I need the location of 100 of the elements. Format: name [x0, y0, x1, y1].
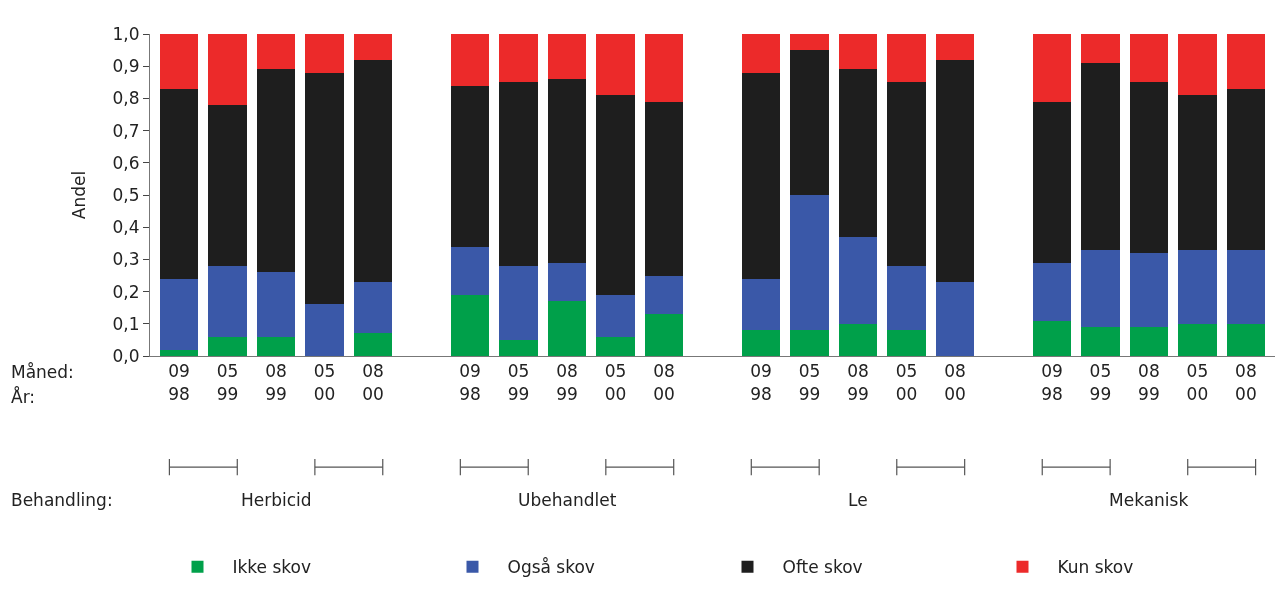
bar [208, 336, 247, 356]
bar [305, 72, 344, 305]
bar [256, 69, 296, 273]
x-tick-label: 09 98 [168, 361, 190, 404]
x-tick-label: 05 00 [1186, 361, 1209, 404]
bar [790, 50, 829, 195]
bar [499, 82, 538, 266]
bar [547, 301, 587, 356]
bar [208, 265, 247, 337]
bar [644, 314, 684, 356]
x-tick-label: 08 00 [362, 361, 384, 404]
bar [741, 72, 781, 279]
bar [741, 278, 781, 331]
y-tick-label: 0,8 [112, 88, 140, 109]
text: Måned: [11, 362, 74, 382]
bar [499, 339, 538, 356]
bar [1032, 34, 1072, 102]
bar [1226, 88, 1266, 250]
y-tick-label: 0,1 [112, 313, 140, 334]
text: Le [848, 490, 868, 510]
text: Herbicid [241, 490, 312, 510]
y-tick-label: 0,4 [112, 217, 140, 238]
bar [1081, 34, 1120, 63]
bar [1081, 327, 1120, 356]
y-tick-label: 0,3 [112, 249, 140, 270]
bar [1226, 34, 1266, 89]
bar [256, 272, 296, 337]
bar [1129, 252, 1169, 328]
bar [305, 304, 344, 356]
bar [838, 323, 878, 356]
bar [208, 104, 247, 266]
bar [1129, 327, 1169, 356]
y-tick-label: 0,5 [112, 184, 140, 205]
text: Mekanisk [1109, 490, 1189, 510]
bar [838, 34, 878, 70]
x-tick-label: 09 98 [1041, 361, 1063, 404]
y-axis-title: Andel [69, 170, 90, 220]
bar [1178, 249, 1217, 324]
bar [256, 336, 296, 356]
bar [790, 195, 829, 331]
bar [838, 236, 878, 324]
bar [596, 95, 635, 295]
bar [935, 59, 975, 282]
bar [644, 34, 684, 102]
bar [935, 281, 975, 356]
x-tick-label: 05 00 [313, 361, 336, 404]
bar [450, 34, 490, 86]
bar [547, 262, 587, 302]
bar [887, 82, 926, 266]
bar [1178, 95, 1217, 250]
x-tick-label: 09 98 [459, 361, 481, 404]
bar [596, 336, 635, 356]
text: Ubehandlet [518, 490, 617, 510]
bar [1226, 249, 1266, 324]
bar [1081, 249, 1120, 328]
bar [305, 34, 344, 73]
text: År: [11, 386, 36, 407]
bar [741, 330, 781, 356]
y-tick-label: 0,2 [112, 281, 140, 302]
bar [159, 34, 199, 89]
bar [741, 34, 781, 73]
x-tick-label: 08 99 [1138, 361, 1160, 404]
bar [547, 79, 587, 263]
y-tick-label: 0,6 [112, 152, 140, 173]
bar [353, 333, 393, 356]
x-tick-label: 05 99 [798, 361, 821, 404]
bar [499, 265, 538, 340]
bar [1178, 323, 1217, 356]
x-tick-label: 05 99 [216, 361, 239, 404]
x-tick-label: 08 00 [1235, 361, 1257, 404]
bar [1129, 82, 1169, 253]
bar [887, 265, 926, 331]
bar [547, 34, 587, 80]
x-tick-label: 08 99 [847, 361, 869, 404]
bar [499, 34, 538, 83]
bar [838, 69, 878, 237]
x-tick-label: 08 99 [265, 361, 287, 404]
x-tick-label: 08 00 [653, 361, 675, 404]
x-tick-label: 08 00 [944, 361, 966, 404]
bar [159, 349, 199, 356]
bar [450, 85, 490, 247]
bar [450, 246, 490, 295]
x-tick-label: 09 98 [750, 361, 772, 404]
x-tick-label: 05 00 [895, 361, 918, 404]
bar [1081, 62, 1120, 250]
bar [790, 330, 829, 356]
y-tick-label: 0,0 [112, 345, 140, 366]
x-tick-label: 08 99 [556, 361, 578, 404]
bar [596, 34, 635, 96]
x-tick-label: 05 99 [1089, 361, 1112, 404]
bar [353, 34, 393, 60]
bar [935, 34, 975, 60]
bar [887, 34, 926, 83]
bar [887, 330, 926, 356]
bar [450, 294, 490, 356]
bar [159, 278, 199, 350]
bar [1129, 34, 1169, 83]
x-tick-label: 05 99 [507, 361, 530, 404]
legend-label: Også skov [507, 557, 595, 578]
y-tick-label: 0,9 [112, 56, 140, 77]
